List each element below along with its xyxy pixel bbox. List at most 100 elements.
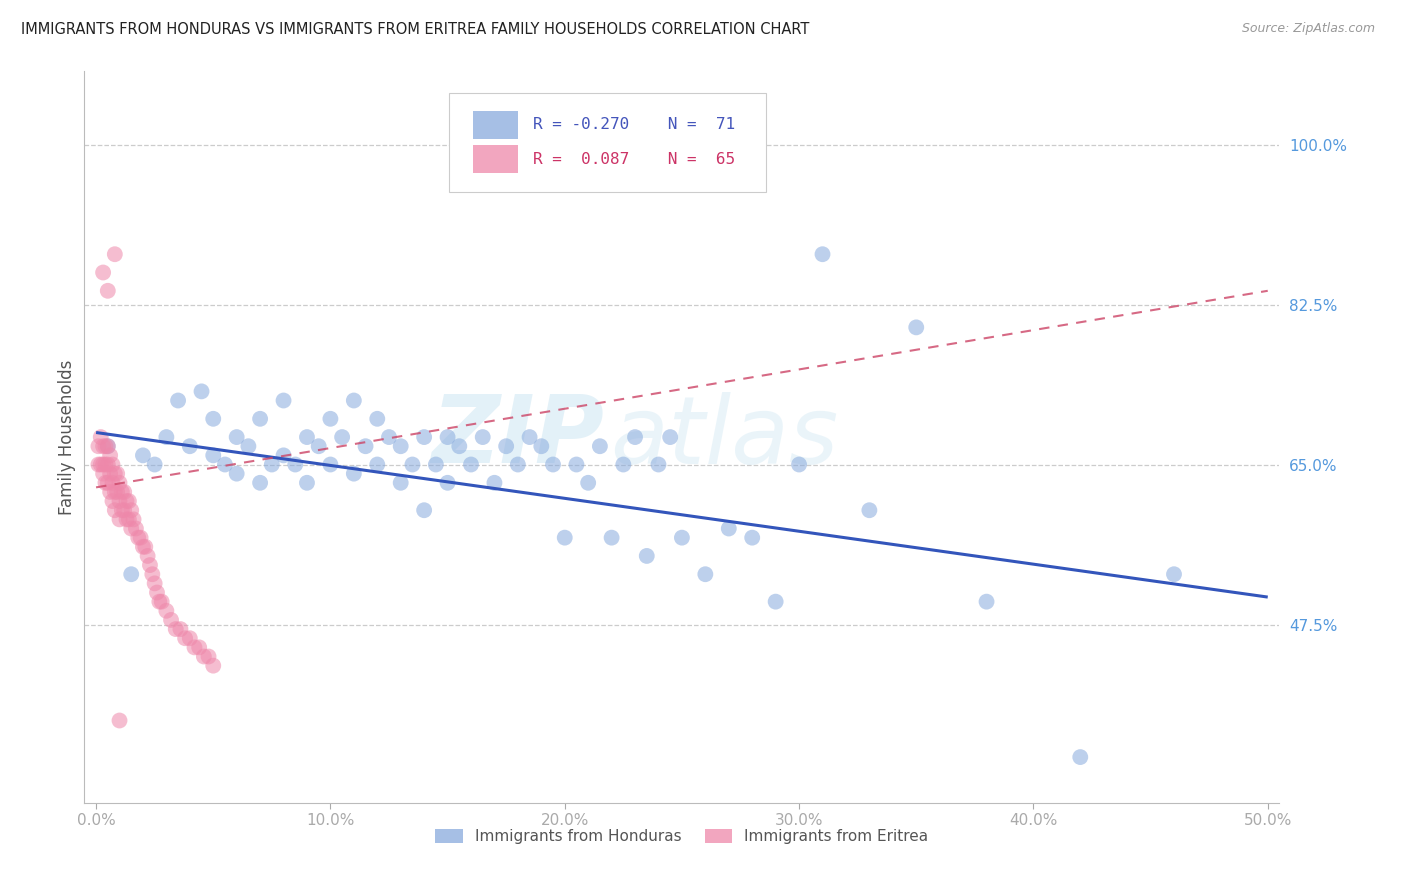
Point	[108, 714, 131, 728]
Point	[101, 475, 124, 490]
Point	[111, 503, 134, 517]
Point	[197, 649, 219, 664]
Point	[202, 448, 225, 462]
Point	[91, 266, 114, 280]
Point	[115, 512, 138, 526]
Point	[118, 494, 141, 508]
Point	[295, 430, 318, 444]
Point	[167, 393, 190, 408]
Point	[141, 567, 163, 582]
Point	[120, 521, 142, 535]
Point	[225, 467, 247, 481]
Point	[101, 494, 124, 508]
Point	[565, 458, 588, 472]
Y-axis label: Family Households: Family Households	[58, 359, 76, 515]
Point	[273, 393, 295, 408]
Point	[214, 458, 236, 472]
Point	[308, 439, 330, 453]
Point	[127, 531, 149, 545]
Point	[238, 439, 260, 453]
Point	[484, 475, 506, 490]
Point	[111, 485, 134, 500]
Point	[976, 594, 998, 608]
Point	[541, 458, 564, 472]
Text: Source: ZipAtlas.com: Source: ZipAtlas.com	[1241, 22, 1375, 36]
Point	[169, 622, 191, 636]
Point	[94, 458, 117, 472]
Text: IMMIGRANTS FROM HONDURAS VS IMMIGRANTS FROM ERITREA FAMILY HOUSEHOLDS CORRELATIO: IMMIGRANTS FROM HONDURAS VS IMMIGRANTS F…	[21, 22, 810, 37]
Point	[589, 439, 612, 453]
Point	[97, 475, 120, 490]
Point	[366, 458, 388, 472]
Point	[449, 439, 471, 453]
Point	[378, 430, 401, 444]
Point	[136, 549, 159, 563]
Point	[389, 439, 412, 453]
Point	[139, 558, 162, 573]
Point	[624, 430, 647, 444]
Point	[98, 448, 121, 462]
FancyBboxPatch shape	[472, 111, 519, 138]
Point	[115, 494, 138, 508]
Point	[183, 640, 205, 655]
Point	[330, 430, 353, 444]
Point	[1069, 750, 1091, 764]
Point	[105, 485, 128, 500]
Text: ZIP: ZIP	[432, 391, 605, 483]
Point	[120, 503, 142, 517]
Point	[146, 585, 169, 599]
Point	[436, 475, 458, 490]
FancyBboxPatch shape	[449, 94, 766, 192]
Point	[354, 439, 377, 453]
Point	[190, 384, 212, 399]
Point	[436, 430, 458, 444]
Point	[471, 430, 494, 444]
Point	[179, 439, 201, 453]
Point	[148, 594, 170, 608]
Point	[122, 512, 145, 526]
Point	[155, 604, 177, 618]
Point	[413, 430, 436, 444]
Point	[905, 320, 928, 334]
Point	[273, 448, 295, 462]
Point	[98, 467, 121, 481]
Point	[97, 458, 120, 472]
Point	[150, 594, 173, 608]
Point	[97, 439, 120, 453]
Point	[554, 531, 576, 545]
Text: R = -0.270    N =  71: R = -0.270 N = 71	[533, 117, 735, 132]
Point	[97, 284, 120, 298]
Point	[90, 430, 112, 444]
Point	[787, 458, 810, 472]
Point	[125, 521, 148, 535]
Point	[155, 430, 177, 444]
Point	[91, 439, 114, 453]
Point	[94, 475, 117, 490]
Point	[132, 448, 155, 462]
Point	[343, 393, 366, 408]
Point	[460, 458, 482, 472]
Point	[600, 531, 623, 545]
Point	[91, 458, 114, 472]
Point	[104, 485, 127, 500]
Point	[612, 458, 634, 472]
Point	[249, 412, 271, 426]
Point	[249, 475, 271, 490]
Point	[343, 467, 366, 481]
Point	[319, 458, 342, 472]
Point	[165, 622, 187, 636]
FancyBboxPatch shape	[472, 145, 519, 173]
Point	[284, 458, 307, 472]
Point	[530, 439, 553, 453]
Point	[202, 412, 225, 426]
Point	[717, 521, 740, 535]
Point	[87, 439, 110, 453]
Point	[132, 540, 155, 554]
Point	[87, 458, 110, 472]
Point	[858, 503, 880, 517]
Point	[108, 494, 131, 508]
Legend: Immigrants from Honduras, Immigrants from Eritrea: Immigrants from Honduras, Immigrants fro…	[429, 822, 935, 850]
Point	[134, 540, 156, 554]
Point	[366, 412, 388, 426]
Point	[495, 439, 517, 453]
